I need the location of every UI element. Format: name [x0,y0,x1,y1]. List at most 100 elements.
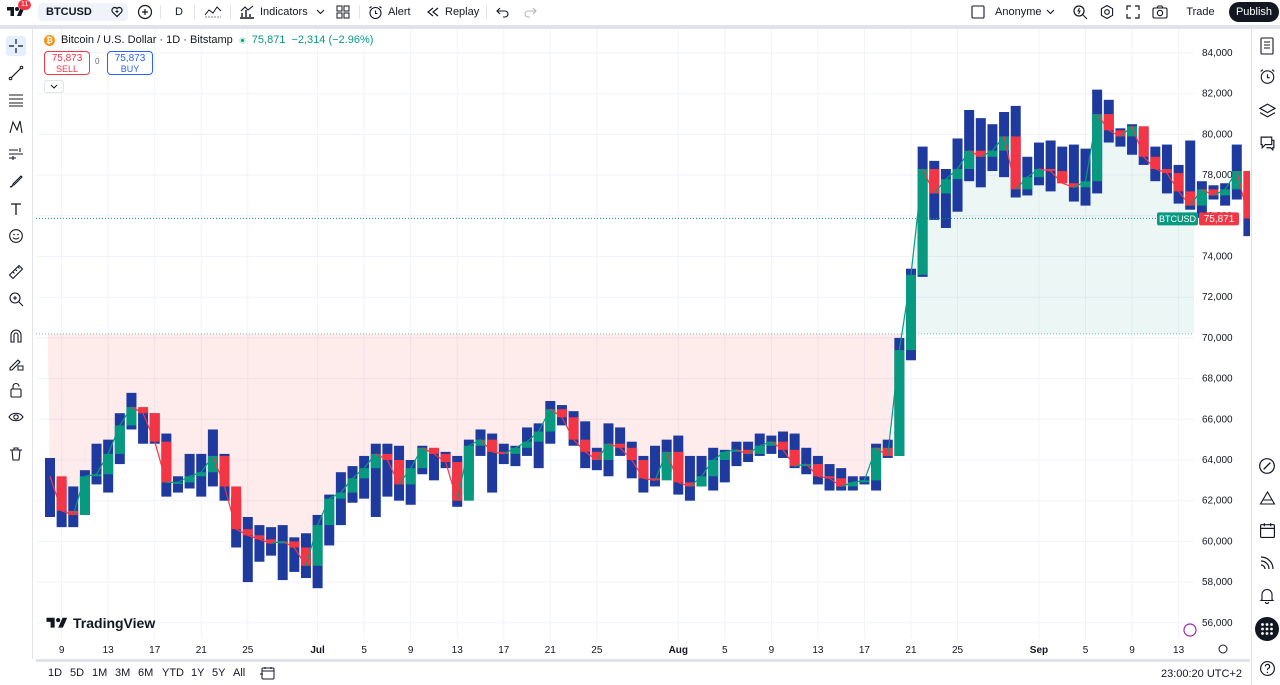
change-block[interactable] [905,274,916,351]
chats-button[interactable] [1257,133,1277,153]
change-block[interactable] [242,529,253,536]
price-bar[interactable] [987,124,998,172]
change-block[interactable] [138,407,149,414]
price-bar[interactable] [1022,156,1033,196]
hide-drawings-tool[interactable] [6,407,26,427]
price-bar[interactable] [615,427,626,456]
screener-button[interactable] [1257,488,1277,508]
price-bar[interactable] [731,441,742,467]
price-bar[interactable] [254,525,265,562]
change-block[interactable] [428,447,439,454]
change-block[interactable] [1080,181,1091,188]
change-block[interactable] [812,464,823,477]
change-block[interactable] [626,447,637,460]
change-block[interactable] [533,431,544,442]
price-bar[interactable] [1033,142,1044,186]
symbol-search[interactable]: BTCUSD [38,3,128,21]
price-bar[interactable] [719,449,730,483]
change-block[interactable] [894,350,905,456]
price-bar[interactable] [138,409,149,444]
change-block[interactable] [859,480,870,483]
change-block[interactable] [696,476,707,487]
price-bar[interactable] [91,443,102,485]
change-block[interactable] [591,451,602,460]
redo-button[interactable] [523,3,537,21]
change-block[interactable] [1208,189,1219,196]
interval-button[interactable]: D [175,3,183,21]
trade-button[interactable]: Trade [1186,6,1215,18]
change-block[interactable] [219,455,230,487]
range-1d[interactable]: 1D [48,667,63,679]
fib-tool[interactable] [6,90,26,110]
change-block[interactable] [440,453,451,463]
price-bar[interactable] [964,109,975,182]
market-status-icon[interactable] [238,36,246,44]
change-block[interactable] [56,476,67,511]
change-block[interactable] [1010,136,1021,190]
change-block[interactable] [1127,126,1138,137]
layout-name-button[interactable]: Anonyme [995,3,1055,21]
change-block[interactable] [522,441,533,448]
range-1m[interactable]: 1M [92,667,108,679]
change-block[interactable] [463,445,474,501]
range-5d[interactable]: 5D [70,667,85,679]
change-block[interactable] [149,413,160,442]
change-block[interactable] [359,468,370,479]
change-block[interactable] [824,476,835,479]
price-bar[interactable] [533,423,544,469]
change-block[interactable] [498,451,509,454]
price-bar[interactable] [289,537,300,572]
magnet-tool[interactable] [6,326,26,346]
change-block[interactable] [417,447,428,469]
change-block[interactable] [673,451,684,483]
lock-drawings-tool[interactable] [6,380,26,400]
snapshot-button[interactable] [1152,3,1168,21]
text-tool[interactable] [6,199,26,219]
change-block[interactable] [1022,177,1033,190]
publish-button[interactable]: Publish [1229,2,1279,22]
change-block[interactable] [568,417,579,440]
price-bar[interactable] [650,445,661,487]
change-block[interactable] [231,486,242,530]
change-block[interactable] [370,453,381,469]
change-block[interactable] [661,451,672,481]
change-block[interactable] [289,541,300,548]
change-block[interactable] [126,407,137,426]
collapse-legend-button[interactable] [44,80,64,93]
price-chart[interactable]: 84,00082,00080,00078,00076,00074,00072,0… [36,29,1250,659]
notification-badge[interactable]: 11 [18,0,32,10]
stay-in-drawing-tool[interactable] [6,353,26,373]
change-block[interactable] [1057,171,1068,184]
price-bar[interactable] [1115,128,1126,147]
change-block[interactable] [615,443,626,448]
range-5y[interactable]: 5Y [212,667,226,679]
range-1y[interactable]: 1Y [191,667,205,679]
change-block[interactable] [638,460,649,479]
news-button[interactable] [1257,553,1277,573]
change-block[interactable] [1092,114,1103,182]
change-block[interactable] [940,179,951,194]
ideas-button[interactable] [1257,456,1277,476]
chart-type-button[interactable] [203,3,223,21]
help-button[interactable] [1257,658,1277,678]
change-block[interactable] [1173,173,1184,192]
change-block[interactable] [708,460,719,477]
change-block[interactable] [1150,156,1161,169]
change-block[interactable] [1231,171,1242,190]
pattern-tool[interactable] [6,117,26,137]
compare-button[interactable] [137,3,153,21]
change-block[interactable] [719,451,730,460]
alert-button[interactable]: Alert [368,3,411,21]
chart-pane[interactable]: 84,00082,00080,00078,00076,00074,00072,0… [36,29,1250,659]
ai-sparkle-icon[interactable] [1183,623,1197,637]
buy-button[interactable]: 75,873 BUY [107,51,153,75]
change-block[interactable] [1068,183,1079,188]
change-block[interactable] [743,449,754,454]
change-block[interactable] [91,474,102,477]
layouts-button[interactable] [336,3,350,21]
price-bar[interactable] [1068,144,1079,202]
change-block[interactable] [1161,168,1172,174]
price-bar[interactable] [684,455,695,501]
remove-drawings-tool[interactable] [6,444,26,464]
change-block[interactable] [975,150,986,157]
